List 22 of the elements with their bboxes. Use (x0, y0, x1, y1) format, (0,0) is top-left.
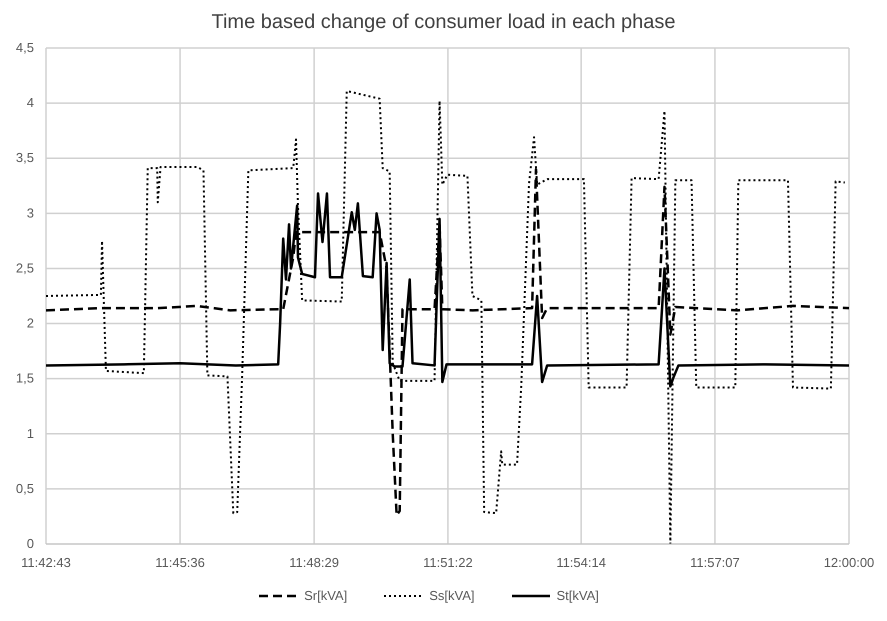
x-tick-label: 11:51:22 (423, 555, 473, 570)
legend-label: St[kVA] (556, 588, 599, 603)
x-tick-label: 12:00:00 (824, 555, 874, 570)
y-tick-label: 3 (26, 205, 34, 220)
y-tick-label: 1,5 (16, 370, 34, 386)
x-tick-label: 11:57:07 (690, 555, 740, 570)
x-tick-label: 11:42:43 (21, 555, 71, 570)
x-tick-label: 11:54:14 (556, 555, 606, 570)
line-series (46, 90, 846, 544)
y-tick-label: 4,5 (16, 40, 34, 55)
y-tick-label: 3,5 (16, 150, 34, 166)
legend-label: Ss[kVA] (429, 588, 474, 603)
y-tick-label: 2 (26, 316, 34, 331)
y-tick-label: 4 (26, 95, 34, 110)
y-tick-label: 2,5 (16, 260, 34, 276)
x-tick-label: 11:48:29 (289, 555, 339, 570)
x-tick-label: 11:45:36 (155, 555, 205, 570)
y-tick-label: 1 (26, 426, 34, 441)
chart-title: Time based change of consumer load in each phase (210, 10, 676, 35)
y-tick-label: 0 (26, 536, 34, 551)
y-tick-label: 0,5 (16, 480, 34, 496)
legend-label: Sr[kVA] (304, 588, 348, 603)
